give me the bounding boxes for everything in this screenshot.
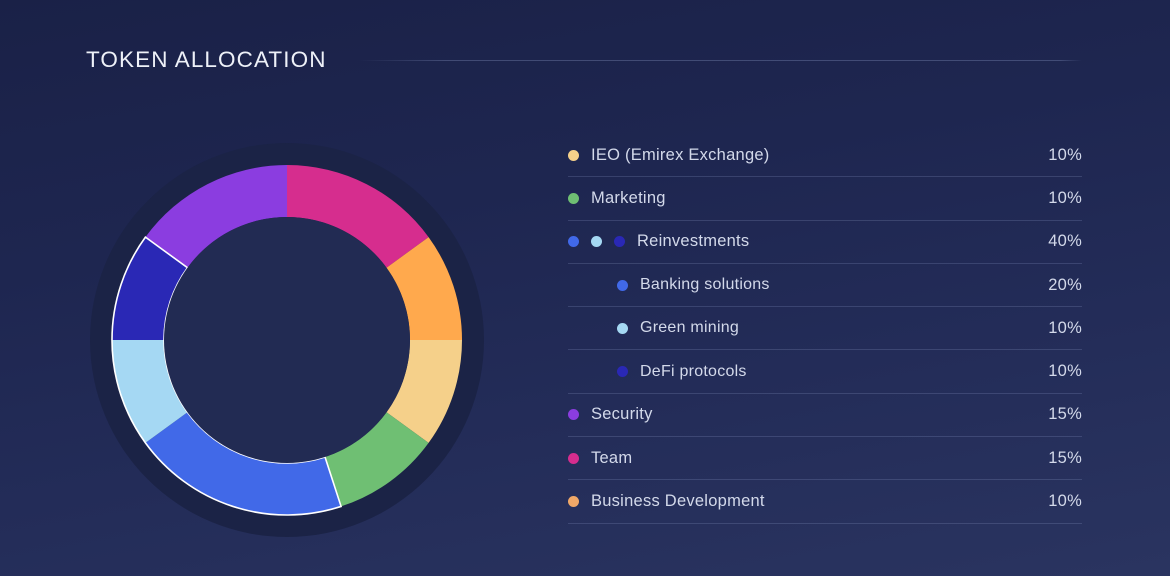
legend-item-label: Business Development	[591, 492, 765, 511]
legend-swatch-group	[617, 366, 628, 378]
donut-segment[interactable]	[145, 165, 287, 268]
legend-color-dot-icon	[614, 236, 625, 248]
legend-swatch-group	[617, 322, 628, 334]
donut-segment[interactable]	[145, 412, 342, 515]
legend-row[interactable]: IEO (Emirex Exchange) 10%	[568, 134, 1082, 178]
legend-item-percentage: 10%	[1048, 362, 1082, 381]
donut-segment[interactable]	[386, 340, 462, 443]
donut-svg	[90, 143, 484, 537]
legend-color-dot-icon	[617, 322, 628, 334]
legend-row[interactable]: Marketing 10%	[568, 177, 1082, 221]
legend-row[interactable]: Business Development 10%	[568, 480, 1082, 524]
title-divider-rule	[358, 59, 1082, 61]
legend-color-dot-icon	[568, 236, 579, 248]
legend-swatch-group	[568, 192, 579, 204]
legend-color-dot-icon	[591, 236, 602, 248]
legend-row[interactable]: DeFi protocols 10%	[568, 350, 1082, 394]
legend-swatch-group	[568, 409, 579, 421]
legend-item-percentage: 40%	[1048, 232, 1082, 251]
legend-item-percentage: 10%	[1048, 145, 1082, 164]
legend-item-label: IEO (Emirex Exchange)	[591, 145, 770, 164]
legend-swatch-group	[617, 279, 628, 291]
legend-item-label: Security	[591, 405, 653, 424]
donut-segment[interactable]	[386, 237, 462, 340]
legend-color-dot-icon	[568, 409, 579, 421]
legend-item-label: Banking solutions	[640, 276, 770, 294]
legend-swatch-group	[568, 496, 579, 508]
legend-color-dot-icon	[568, 496, 579, 508]
legend-color-dot-icon	[617, 279, 628, 291]
legend-swatch-group	[568, 149, 579, 161]
legend-color-dot-icon	[617, 366, 628, 378]
donut-segment[interactable]	[112, 237, 188, 340]
legend-item-label: Green mining	[640, 319, 740, 337]
donut-segment[interactable]	[287, 165, 429, 268]
legend-item-percentage: 15%	[1048, 448, 1082, 467]
legend-item-percentage: 10%	[1048, 188, 1082, 207]
legend-item-label: DeFi protocols	[640, 362, 747, 380]
donut-segment[interactable]	[112, 340, 188, 443]
donut-segment-group	[112, 165, 462, 515]
legend-row[interactable]: Team 15%	[568, 437, 1082, 481]
legend-item-label: Reinvestments	[637, 232, 750, 251]
legend-item-percentage: 15%	[1048, 405, 1082, 424]
legend-color-dot-icon	[568, 149, 579, 161]
page-title: TOKEN ALLOCATION	[86, 47, 327, 72]
legend-row[interactable]: Banking solutions 20%	[568, 264, 1082, 308]
legend-row[interactable]: Green mining 10%	[568, 307, 1082, 351]
page-header: TOKEN ALLOCATION	[86, 42, 1082, 78]
legend-item-label: Team	[591, 448, 633, 467]
allocation-legend: IEO (Emirex Exchange) 10% Marketing 10% Rein…	[568, 134, 1082, 524]
donut-segment[interactable]	[325, 412, 429, 507]
token-allocation-donut-chart	[88, 141, 486, 539]
legend-swatch-group	[568, 236, 625, 248]
legend-item-percentage: 20%	[1048, 275, 1082, 294]
legend-swatch-group	[568, 452, 579, 464]
legend-color-dot-icon	[568, 192, 579, 204]
donut-center-hole	[164, 217, 410, 463]
legend-item-percentage: 10%	[1048, 318, 1082, 337]
legend-row[interactable]: Reinvestments 40%	[568, 221, 1082, 264]
legend-item-label: Marketing	[591, 188, 666, 207]
legend-item-percentage: 10%	[1048, 492, 1082, 511]
legend-color-dot-icon	[568, 452, 579, 464]
legend-row[interactable]: Security 15%	[568, 394, 1082, 438]
